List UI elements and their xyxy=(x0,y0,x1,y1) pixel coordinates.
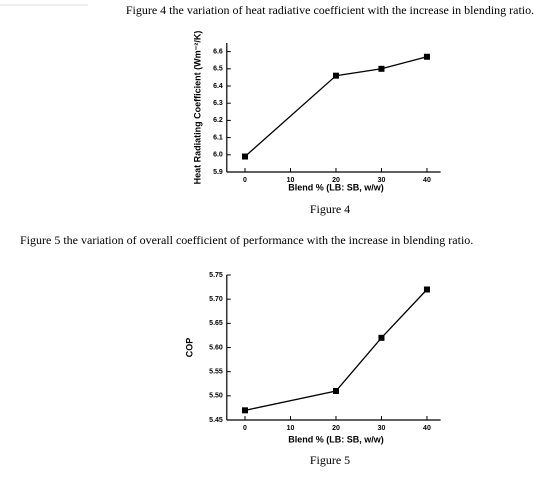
y-tick-label: 6.3 xyxy=(213,100,223,107)
data-point xyxy=(241,153,248,160)
x-tick-label: 30 xyxy=(378,177,386,184)
x-tick-label: 0 xyxy=(243,425,247,432)
x-tick-label: 20 xyxy=(332,425,340,432)
y-axis-label: COP xyxy=(184,338,194,358)
x-axis-label: Blend % (LB: SB, w/w) xyxy=(288,434,384,444)
y-tick-label: 5.65 xyxy=(209,320,223,327)
y-tick-label: 5.70 xyxy=(209,296,223,303)
x-tick-label: 30 xyxy=(378,425,386,432)
y-tick-label: 5.55 xyxy=(209,369,223,376)
y-tick-label: 6.6 xyxy=(213,48,223,55)
x-tick-label: 10 xyxy=(287,425,295,432)
figure-heading: Figure 4 the variation of heat radiative… xyxy=(126,3,534,17)
y-tick-label: 5.45 xyxy=(209,417,223,424)
x-tick-label: 40 xyxy=(423,177,431,184)
data-point xyxy=(332,388,339,394)
y-tick-label: 6.0 xyxy=(213,152,223,159)
data-point xyxy=(378,334,385,341)
data-point xyxy=(332,72,339,79)
figure-heading: Figure 5 the variation of overall coeffi… xyxy=(20,233,473,247)
data-line xyxy=(244,289,428,411)
data-point xyxy=(423,53,430,60)
y-axis-label: Heat Radiating Coefficient (Wm⁻²/K) xyxy=(192,31,202,185)
y-tick-label: 6.1 xyxy=(213,134,223,141)
y-tick-label: 5.50 xyxy=(209,393,223,400)
data-point xyxy=(241,407,248,414)
x-axis-label: Blend % (LB: SB, w/w) xyxy=(288,182,384,192)
y-tick-label: 5.75 xyxy=(209,272,223,279)
figure-caption: Figure 5 xyxy=(310,453,350,467)
y-tick-label: 6.2 xyxy=(213,117,223,124)
x-tick-label: 0 xyxy=(243,177,247,184)
data-point xyxy=(378,65,385,72)
y-tick-label: 5.60 xyxy=(209,344,223,351)
x-tick-label: 40 xyxy=(423,425,431,432)
data-point xyxy=(423,286,430,293)
data-line xyxy=(244,56,428,158)
x-tick-label: 20 xyxy=(332,177,340,184)
y-tick-label: 5.9 xyxy=(213,169,223,176)
y-tick-label: 6.4 xyxy=(213,83,223,90)
figure-caption: Figure 4 xyxy=(310,202,350,216)
x-tick-label: 10 xyxy=(287,177,295,184)
y-tick-label: 6.5 xyxy=(213,66,223,73)
